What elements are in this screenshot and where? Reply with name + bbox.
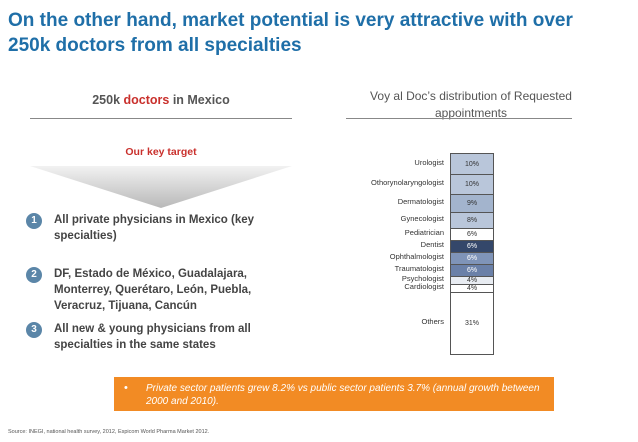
value-label: 4% <box>466 285 478 292</box>
category-label: Psychologist <box>401 274 444 283</box>
funnel-arrow-icon <box>30 166 292 208</box>
value-label: 6% <box>466 267 478 274</box>
bar-segment-others: 31% <box>451 292 493 354</box>
bar-segment-pediatrician: 6% <box>451 228 493 240</box>
bar-segment-ophthalmologist: 6% <box>451 252 493 264</box>
bar-segment-gynecologist: 8% <box>451 212 493 228</box>
value-label: 31% <box>464 320 479 327</box>
key-target-label: Our key target <box>125 146 197 158</box>
value-label: 8% <box>466 217 478 224</box>
bar-segment-urologist: 10% <box>451 154 493 174</box>
heading-suffix: in Mexico <box>169 93 230 107</box>
bullet: • <box>124 382 128 394</box>
right-divider <box>346 118 572 119</box>
heading-highlight: doctors <box>123 93 170 107</box>
category-label: Othorynolaryngologist <box>371 178 444 187</box>
value-label: 4% <box>466 277 478 284</box>
category-label: Urologist <box>414 158 444 167</box>
point-text: All private physicians in Mexico (key sp… <box>54 214 255 242</box>
callout-text: Private sector patients grew 8.2% vs pub… <box>146 383 540 407</box>
category-label: Others <box>421 317 444 326</box>
value-label: 6% <box>466 231 478 238</box>
target-point-1: 1 All private physicians in Mexico (key … <box>26 212 294 244</box>
category-label: Dentist <box>420 240 444 249</box>
slide-title: On the other hand, market potential is v… <box>8 10 573 56</box>
bar-segment-dermatologist: 9% <box>451 194 493 212</box>
bar-segment-traumatologist: 6% <box>451 264 493 276</box>
category-label: Traumatologist <box>394 264 444 273</box>
heading-prefix: 250k <box>92 93 124 107</box>
number-badge: 3 <box>26 322 42 338</box>
target-point-2: 2 DF, Estado de México, Guadalajara, Mon… <box>26 266 294 314</box>
bar-segment-cardiologist: 4% <box>451 284 493 292</box>
number-badge: 1 <box>26 213 42 229</box>
bar-segment-psychologist: 4% <box>451 276 493 284</box>
category-label: Cardiologist <box>404 282 444 291</box>
category-label: Gynecologist <box>400 214 444 223</box>
category-label: Pediatrician <box>404 228 444 237</box>
value-label: 6% <box>466 243 478 250</box>
left-heading: 250k doctors in Mexico <box>30 93 292 107</box>
value-label: 9% <box>466 200 478 207</box>
growth-callout: • Private sector patients grew 8.2% vs p… <box>114 377 554 411</box>
category-label: Dermatologist <box>397 197 444 206</box>
number-badge: 2 <box>26 267 42 283</box>
value-label: 6% <box>466 255 478 262</box>
bar-segment-othorynolaryngologist: 10% <box>451 174 493 194</box>
point-text: All new & young physicians from all spec… <box>54 323 251 351</box>
point-text: DF, Estado de México, Guadalajara, Monte… <box>54 268 252 312</box>
left-divider <box>30 118 292 119</box>
target-point-3: 3 All new & young physicians from all sp… <box>26 321 294 353</box>
source-note: Source: INEGI, national health survey, 2… <box>8 429 210 435</box>
chart-heading: Voy al Doc’s distribution of Requested a… <box>370 89 572 120</box>
stacked-bar: 10% 10% 9% 8% 6% 6% 6% 6% 4% 4% 31% <box>450 153 494 355</box>
value-label: 10% <box>464 160 479 168</box>
bar-segment-dentist: 6% <box>451 240 493 252</box>
value-label: 10% <box>464 181 479 188</box>
category-label: Ophthalmologist <box>389 252 444 261</box>
